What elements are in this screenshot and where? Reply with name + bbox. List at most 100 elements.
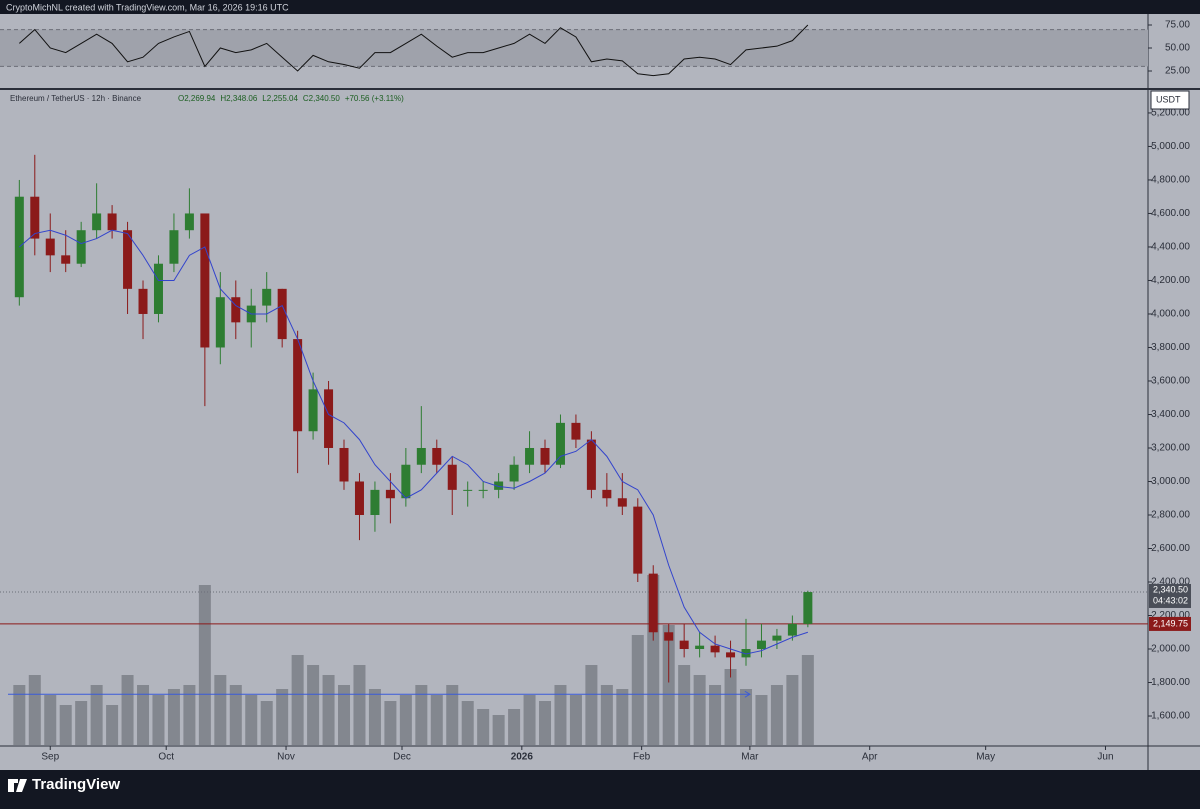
y-tick-label: 4,600.00 (1151, 208, 1190, 219)
volume-bar (600, 685, 613, 745)
volume-bar (353, 665, 366, 745)
rsi-tick-label: 50.00 (1165, 43, 1190, 54)
y-tick-label: 4,400.00 (1151, 242, 1190, 253)
volume-bar (121, 675, 134, 745)
y-tick-label: 3,000.00 (1151, 476, 1190, 487)
level-box (1149, 616, 1191, 631)
candle-body (231, 297, 241, 323)
volume-bar (569, 695, 582, 745)
volume-bar (307, 665, 320, 745)
level-label: 2,149.75 (1153, 618, 1188, 628)
candle-body (571, 422, 581, 440)
ohlc-value: H2,348.06 (220, 94, 257, 103)
rsi-tick-label: 75.00 (1165, 20, 1190, 31)
y-tick-label: 2,400.00 (1151, 577, 1190, 588)
x-tick-label: Oct (158, 752, 174, 763)
x-tick-label: Dec (393, 752, 411, 763)
x-tick-label: Mar (741, 752, 759, 763)
y-tick-label: 2,200.00 (1151, 610, 1190, 621)
currency: USDT (1156, 94, 1181, 104)
candle-body (354, 481, 364, 515)
header: CryptoMichNL created with TradingView.co… (6, 2, 289, 12)
candle-body (401, 464, 411, 499)
candle-body (277, 288, 287, 340)
volume-bar (167, 689, 180, 745)
candle-body (370, 489, 380, 515)
rsi-band (0, 29, 1148, 67)
candle-body (617, 498, 627, 507)
candle-body (756, 640, 766, 650)
volume-bar (322, 675, 335, 745)
x-tick-label: Feb (633, 752, 651, 763)
candle-body (787, 623, 797, 636)
candle-body (61, 255, 71, 264)
volume-bar (585, 665, 598, 745)
y-tick-label: 3,800.00 (1151, 342, 1190, 353)
volume-bar (508, 709, 521, 745)
moving-average (18, 229, 809, 655)
candle-body (107, 213, 117, 231)
volume-bar (616, 689, 629, 745)
x-tick-label: Apr (862, 752, 878, 763)
rsi-tick-label: 25.00 (1165, 66, 1190, 77)
candle-body (293, 339, 303, 432)
volume-bar (75, 701, 88, 745)
volume-bar (709, 685, 722, 745)
volume-bar (152, 695, 165, 745)
y-tick-label: 4,000.00 (1151, 309, 1190, 320)
candle-body (710, 645, 720, 653)
y-tick-label: 1,800.00 (1151, 677, 1190, 688)
y-tick-label: 2,000.00 (1151, 644, 1190, 655)
candle-body (772, 635, 782, 641)
candle-body (153, 263, 163, 314)
y-tick-label: 4,800.00 (1151, 175, 1190, 186)
candle-body (76, 230, 86, 264)
ray-arrow (744, 690, 751, 698)
volume-bar (183, 685, 196, 745)
candle-body (633, 506, 643, 574)
currency-box (1150, 90, 1190, 110)
candle-body (432, 447, 442, 465)
candle-body (741, 649, 751, 658)
ohlc-value: C2,340.50 (303, 94, 340, 103)
candle-body (92, 213, 102, 231)
last-price-box (1149, 583, 1191, 608)
candle-body (586, 439, 596, 490)
countdown-label: 04:43:02 (1153, 595, 1188, 605)
volume-bar (13, 685, 26, 745)
y-tick-label: 2,600.00 (1151, 543, 1190, 554)
volume-bar (106, 705, 119, 745)
volume-bar (44, 695, 57, 745)
candle-body (123, 230, 133, 289)
y-tick-label: 3,400.00 (1151, 409, 1190, 420)
candle-body (664, 632, 674, 641)
ohlc-value: O2,269.94 (178, 94, 216, 103)
volume-bar (554, 685, 567, 745)
candle-body (385, 489, 395, 499)
x-tick-label: 2026 (511, 752, 534, 763)
volume-bar (260, 701, 273, 745)
volume-bar (28, 675, 41, 745)
volume-bar (198, 585, 211, 745)
volume-bar (338, 685, 351, 745)
volume-bar (430, 695, 443, 745)
chart-area (0, 14, 1200, 770)
ohlc-value: +70.56 (+3.11%) (345, 94, 404, 103)
x-tick-label: Sep (41, 752, 59, 763)
volume-bar (724, 669, 737, 745)
candle-body (138, 288, 148, 314)
candle-body (555, 422, 565, 465)
symbol-title: Ethereum / TetherUS · 12h · Binance (10, 94, 142, 103)
volume-bar (461, 701, 474, 745)
volume-bar (693, 675, 706, 745)
x-tick-label: May (976, 752, 995, 763)
volume-bar (492, 715, 505, 745)
volume-bar (770, 685, 783, 745)
candle-body (525, 447, 535, 465)
y-tick-label: 3,600.00 (1151, 376, 1190, 387)
volume-bar (539, 701, 552, 745)
candle-body (184, 213, 194, 231)
candle-body (509, 464, 519, 482)
candle-body (602, 489, 612, 499)
